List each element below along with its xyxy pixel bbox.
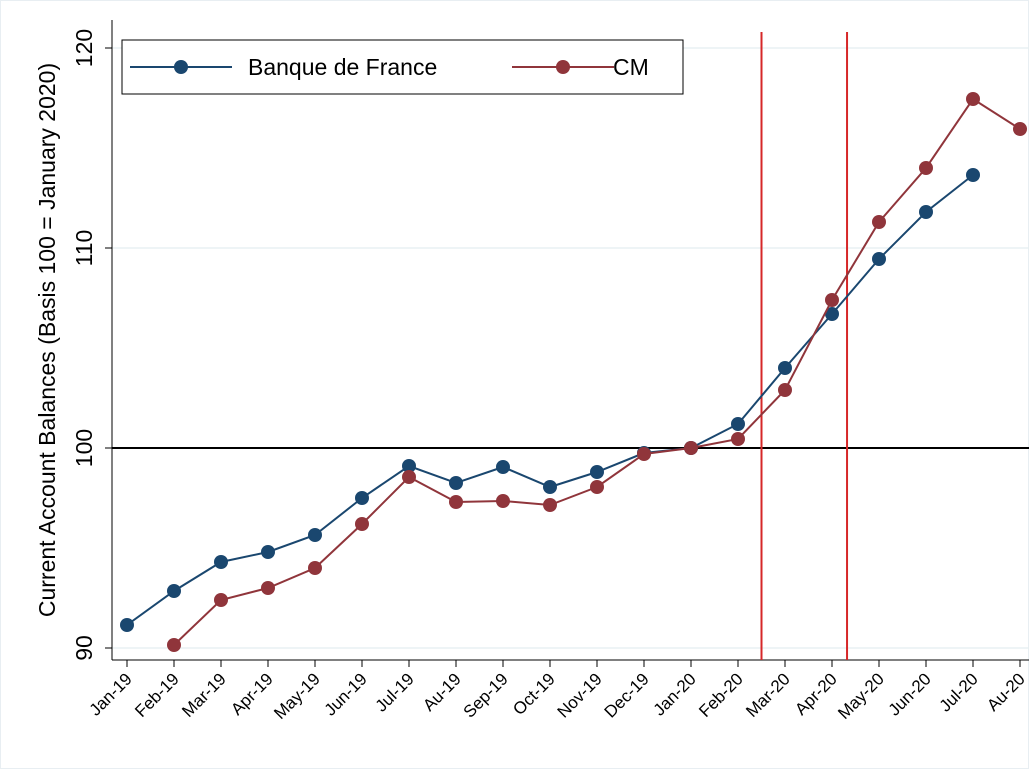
data-point [402, 459, 416, 473]
data-point [496, 460, 510, 474]
data-point [778, 383, 792, 397]
data-point [966, 168, 980, 182]
y-tick-label: 120 [71, 29, 97, 67]
y-axis-label: Current Account Balances (Basis 100 = Ja… [34, 63, 60, 617]
data-point [590, 480, 604, 494]
data-point [261, 545, 275, 559]
data-point [355, 517, 369, 531]
data-point [919, 205, 933, 219]
data-point [167, 584, 181, 598]
data-point [402, 470, 416, 484]
data-point [825, 307, 839, 321]
data-point [449, 476, 463, 490]
y-tick-label: 100 [71, 429, 97, 467]
data-point [355, 491, 369, 505]
data-point [731, 432, 745, 446]
data-point [167, 638, 181, 652]
data-point [778, 361, 792, 375]
data-point [261, 581, 275, 595]
data-point [449, 495, 463, 509]
legend-label: Banque de France [248, 54, 437, 80]
legend-marker [556, 60, 570, 74]
data-point [308, 528, 322, 542]
data-point [684, 441, 698, 455]
y-tick-label: 110 [71, 230, 97, 267]
data-point [825, 293, 839, 307]
data-point [120, 618, 134, 632]
data-point [872, 215, 886, 229]
data-point [308, 561, 322, 575]
data-point [966, 92, 980, 106]
data-point [214, 555, 228, 569]
data-point [1013, 122, 1027, 136]
legend-marker [174, 60, 188, 74]
data-point [637, 447, 651, 461]
legend-label: CM [613, 54, 649, 80]
data-point [496, 494, 510, 508]
data-point [590, 465, 604, 479]
data-point [543, 480, 557, 494]
data-point [543, 498, 557, 512]
data-point [731, 417, 745, 431]
y-tick-label: 90 [71, 635, 97, 661]
data-point [872, 252, 886, 266]
data-point [919, 161, 933, 175]
data-point [214, 593, 228, 607]
